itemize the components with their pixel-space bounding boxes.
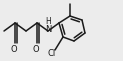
Text: N: N xyxy=(45,25,51,35)
Text: O: O xyxy=(33,45,39,53)
Text: H: H xyxy=(45,18,51,26)
Text: O: O xyxy=(11,45,17,53)
Text: Cl: Cl xyxy=(48,48,56,58)
